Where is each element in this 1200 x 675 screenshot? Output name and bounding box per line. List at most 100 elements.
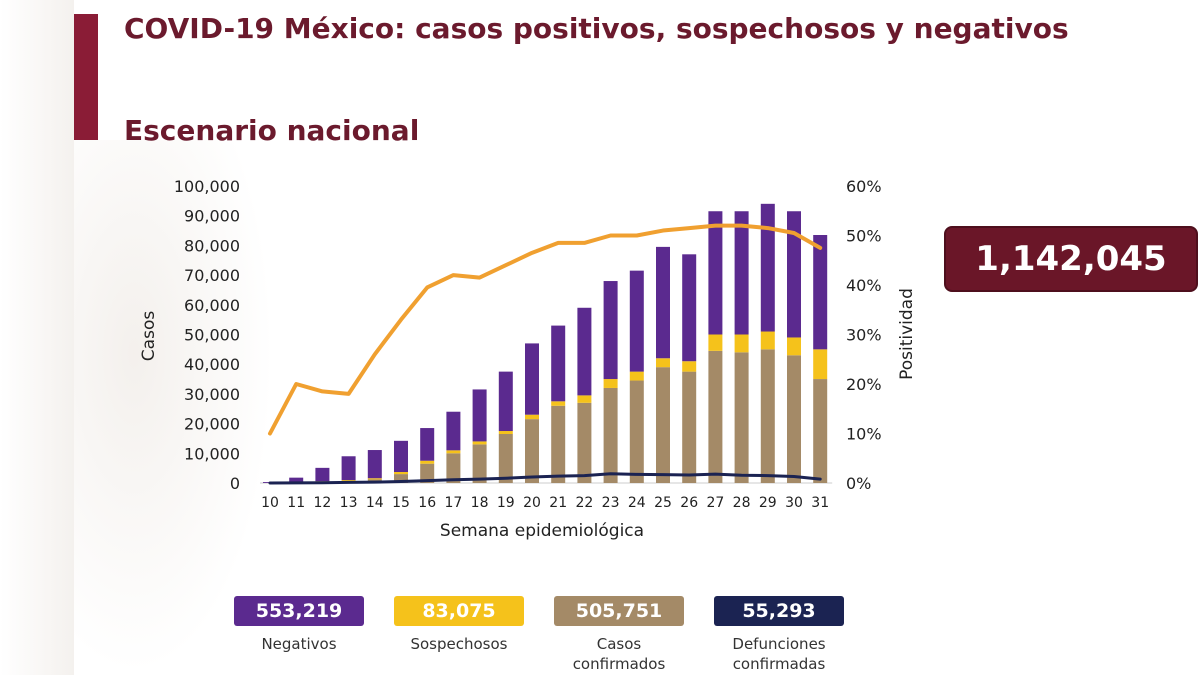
bar-negativos bbox=[315, 467, 330, 482]
bar-sospechosos bbox=[394, 472, 408, 475]
bar-casos-confirmados bbox=[787, 355, 801, 483]
bar-negativos bbox=[289, 477, 304, 483]
bar-sospechosos bbox=[525, 414, 539, 420]
bar-sospechosos bbox=[760, 331, 775, 350]
background-panel bbox=[0, 0, 74, 675]
bar-casos-confirmados bbox=[682, 371, 697, 483]
x-tick-label: 28 bbox=[733, 495, 751, 511]
x-tick-label: 25 bbox=[654, 495, 672, 511]
line-defunciones-confirmadas bbox=[268, 472, 822, 485]
bar-casos-confirmados bbox=[394, 474, 408, 483]
legend-defunciones-confirmadas-value: 55,293 bbox=[714, 596, 844, 626]
bar-negativos bbox=[446, 411, 461, 451]
bar-sospechosos bbox=[708, 334, 723, 351]
x-tick-label: 18 bbox=[471, 495, 489, 511]
bar-negativos bbox=[813, 235, 828, 350]
bar-sospechosos bbox=[420, 460, 435, 464]
y-tick-label: 40,000 bbox=[184, 355, 240, 374]
y2-tick-label: 20% bbox=[846, 375, 882, 394]
x-tick-label: 30 bbox=[785, 495, 803, 511]
y2-tick-label: 60% bbox=[846, 177, 882, 196]
bar-negativos bbox=[787, 211, 801, 338]
y-tick-label: 70,000 bbox=[184, 266, 240, 285]
bar-sospechosos bbox=[734, 334, 749, 353]
page-title: COVID-19 México: casos positivos, sospec… bbox=[124, 12, 1069, 45]
legend-negativos-label: Negativos bbox=[261, 635, 337, 653]
bar-sospechosos bbox=[446, 450, 461, 454]
y-axis-label: Casos bbox=[139, 311, 159, 362]
x-tick-label: 20 bbox=[523, 495, 541, 511]
bar-negativos bbox=[734, 211, 749, 335]
bar-sospechosos bbox=[472, 441, 487, 445]
x-axis-label: Semana epidemiológica bbox=[440, 521, 644, 541]
y-tick-label: 50,000 bbox=[184, 326, 240, 345]
x-tick-label: 21 bbox=[549, 495, 567, 511]
bar-negativos bbox=[472, 389, 487, 442]
x-tick-label: 10 bbox=[261, 495, 279, 511]
bar-sospechosos bbox=[498, 431, 513, 434]
bar-casos-confirmados bbox=[420, 463, 435, 483]
x-tick-label: 24 bbox=[628, 495, 646, 511]
x-tick-label: 17 bbox=[444, 495, 462, 511]
bar-negativos bbox=[760, 203, 775, 332]
y2-tick-label: 50% bbox=[846, 227, 882, 246]
legend-casos-confirmados-value: 505,751 bbox=[554, 596, 684, 626]
x-tick-label: 12 bbox=[313, 495, 331, 511]
bar-negativos bbox=[341, 456, 356, 481]
bar-casos-confirmados bbox=[708, 350, 723, 483]
bar-casos-confirmados bbox=[551, 405, 566, 483]
x-tick-label: 14 bbox=[366, 495, 384, 511]
y-tick-label: 60,000 bbox=[184, 296, 240, 315]
x-tick-label: 22 bbox=[575, 495, 593, 511]
bar-sospechosos bbox=[629, 371, 644, 381]
y-tick-label: 80,000 bbox=[184, 236, 240, 255]
bar-sospechosos bbox=[787, 337, 801, 356]
total-tests-badge: 1,142,045 bbox=[944, 226, 1198, 292]
x-tick-label: 11 bbox=[287, 495, 305, 511]
bar-sospechosos bbox=[577, 395, 592, 403]
bar-negativos bbox=[525, 343, 539, 415]
page-subtitle: Escenario nacional bbox=[124, 114, 420, 147]
y-tick-label: 10,000 bbox=[184, 444, 240, 463]
bar-sospechosos bbox=[682, 361, 697, 372]
bar-negativos bbox=[551, 325, 566, 402]
legend-defunciones-confirmadas: 55,293 Defunciones confirmadas bbox=[714, 596, 844, 674]
x-tick-label: 26 bbox=[680, 495, 698, 511]
bar-casos-confirmados bbox=[498, 433, 513, 483]
title-accent-bar bbox=[74, 14, 98, 140]
bar-negativos bbox=[498, 371, 513, 432]
y2-tick-label: 30% bbox=[846, 326, 882, 345]
bar-negativos bbox=[394, 440, 408, 473]
y-tick-label: 90,000 bbox=[184, 207, 240, 226]
bar-negativos bbox=[656, 246, 670, 359]
bar-negativos bbox=[629, 270, 644, 372]
x-tick-label: 27 bbox=[706, 495, 724, 511]
legend-sospechosos-value: 83,075 bbox=[394, 596, 524, 626]
bar-casos-confirmados bbox=[525, 419, 539, 483]
legend-sospechosos-label: Sospechosos bbox=[410, 635, 508, 653]
bar-sospechosos bbox=[603, 379, 618, 388]
legend-defunciones-confirmadas-label: Defunciones confirmadas bbox=[732, 635, 826, 673]
bar-casos-confirmados bbox=[760, 349, 775, 483]
bar-negativos bbox=[708, 211, 723, 335]
bar-negativos bbox=[420, 428, 435, 461]
bar-negativos bbox=[577, 307, 592, 396]
bar-casos-confirmados bbox=[472, 444, 487, 483]
bar-sospechosos bbox=[656, 358, 670, 368]
bar-casos-confirmados bbox=[656, 367, 670, 483]
y-tick-label: 30,000 bbox=[184, 385, 240, 404]
legend-casos-confirmados-label: Casos confirmados bbox=[572, 635, 666, 673]
y2-tick-label: 10% bbox=[846, 425, 882, 444]
bar-casos-confirmados bbox=[603, 387, 618, 483]
bar-negativos bbox=[367, 450, 382, 479]
bar-casos-confirmados bbox=[446, 453, 461, 483]
y-tick-label: 0 bbox=[230, 474, 240, 493]
y2-tick-label: 40% bbox=[846, 276, 882, 295]
bar-casos-confirmados bbox=[734, 352, 749, 483]
legend-sospechosos: 83,075 Sospechosos bbox=[394, 596, 524, 654]
x-tick-label: 23 bbox=[602, 495, 620, 511]
x-tick-label: 29 bbox=[759, 495, 777, 511]
background-watermark bbox=[74, 140, 274, 675]
bar-casos-confirmados bbox=[577, 402, 592, 483]
